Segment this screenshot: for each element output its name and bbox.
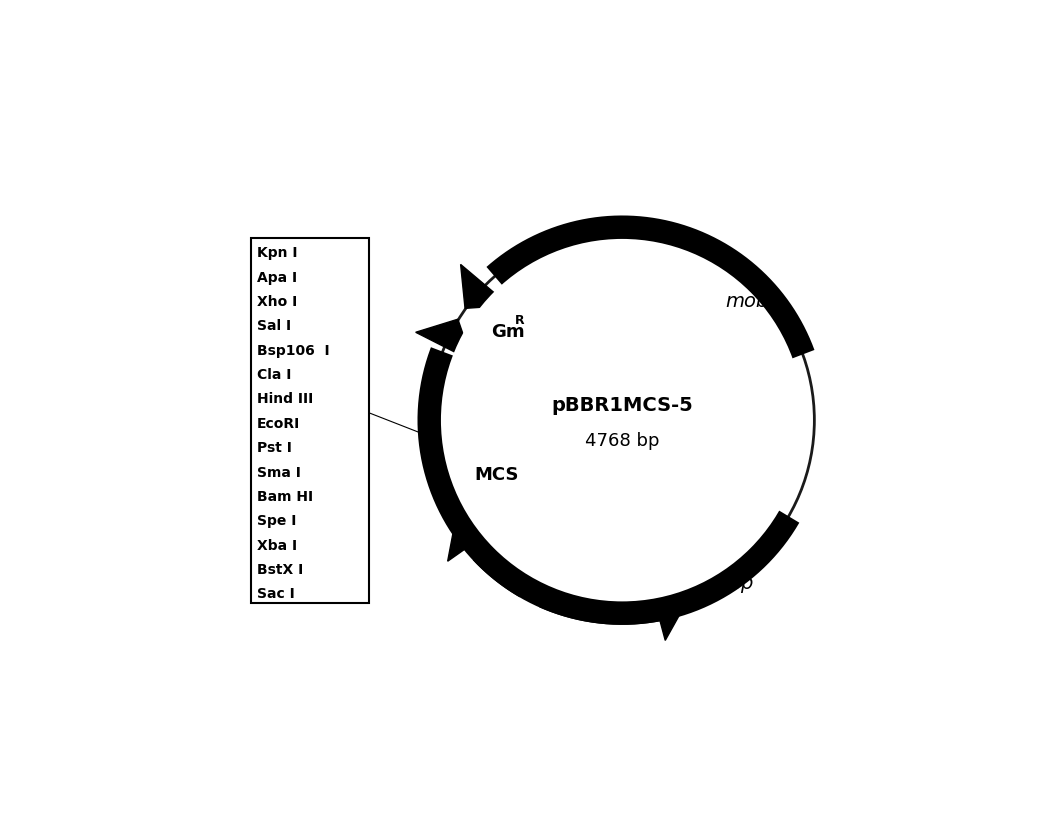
Text: rep: rep bbox=[721, 574, 753, 593]
Text: Xba I: Xba I bbox=[257, 538, 297, 552]
Text: Gm: Gm bbox=[491, 323, 525, 341]
Circle shape bbox=[440, 239, 803, 602]
Circle shape bbox=[431, 229, 814, 612]
Polygon shape bbox=[416, 319, 472, 361]
Text: Sma I: Sma I bbox=[257, 465, 301, 479]
Text: Bam HI: Bam HI bbox=[257, 490, 313, 504]
Text: R: R bbox=[515, 314, 525, 327]
Polygon shape bbox=[448, 518, 499, 562]
Text: Kpn I: Kpn I bbox=[257, 246, 298, 260]
Text: Hind III: Hind III bbox=[257, 393, 313, 407]
Text: Sal I: Sal I bbox=[257, 319, 292, 334]
Text: BstX I: BstX I bbox=[257, 563, 303, 577]
Polygon shape bbox=[461, 265, 509, 309]
Text: pBBR1MCS-5: pBBR1MCS-5 bbox=[551, 396, 693, 415]
Text: mob: mob bbox=[726, 292, 768, 311]
Text: Xho I: Xho I bbox=[257, 295, 297, 310]
Text: Sac I: Sac I bbox=[257, 587, 295, 602]
Text: 4768 bp: 4768 bp bbox=[585, 433, 660, 450]
Text: Bsp106  I: Bsp106 I bbox=[257, 344, 330, 358]
Text: Pst I: Pst I bbox=[257, 441, 292, 455]
Text: MCS: MCS bbox=[475, 466, 519, 483]
Text: Spe I: Spe I bbox=[257, 514, 297, 528]
Polygon shape bbox=[649, 579, 686, 641]
Text: Apa I: Apa I bbox=[257, 270, 297, 285]
Text: EcoRI: EcoRI bbox=[257, 417, 300, 431]
Text: Cla I: Cla I bbox=[257, 368, 292, 382]
Bar bbox=[251, 238, 369, 602]
